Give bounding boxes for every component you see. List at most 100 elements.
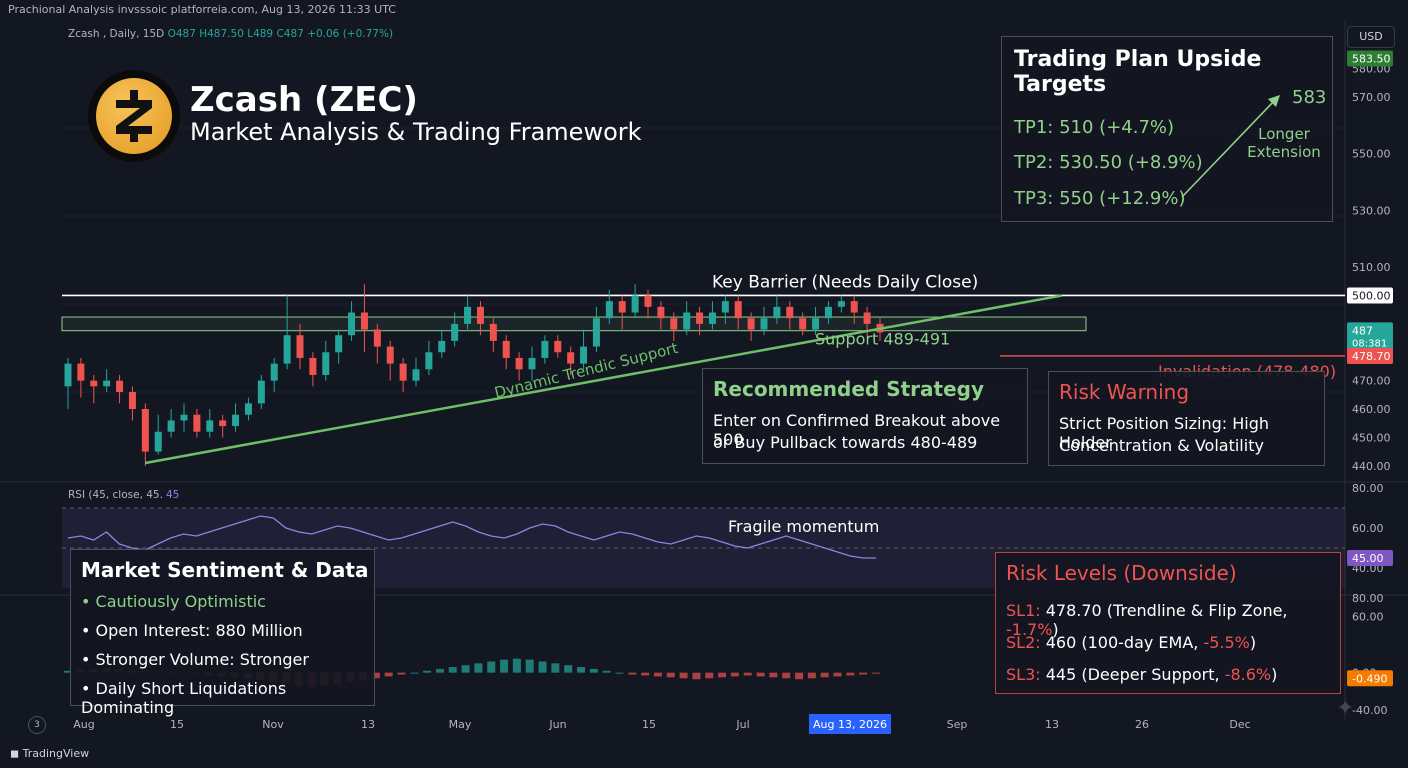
candle-body <box>476 306 484 324</box>
macd-histogram-bar <box>859 672 868 675</box>
candle-body <box>824 306 832 319</box>
candle-body <box>438 340 446 353</box>
candle-body <box>141 409 149 452</box>
candle-body <box>193 414 201 432</box>
page-badge[interactable]: 3 <box>28 716 46 734</box>
x-axis-label: 15 <box>170 718 184 731</box>
macd-histogram-bar <box>718 672 727 678</box>
candle-body <box>257 380 265 404</box>
window-title: Prachional Analysis invsssoic platforrei… <box>0 0 1408 20</box>
x-axis-label: Jul <box>735 718 749 731</box>
sl2-label: SL2: <box>1006 633 1041 652</box>
candle-body <box>618 301 626 313</box>
support-label: Support 489-491 <box>815 330 950 349</box>
candle-body <box>554 340 562 353</box>
sparkle-icon: ✦ <box>1336 696 1355 721</box>
sentiment-item: • Cautiously Optimistic <box>81 592 266 611</box>
candle-body <box>360 312 368 330</box>
candle-body <box>296 335 304 358</box>
y-tick-label: 510.00 <box>1352 261 1391 274</box>
x-axis-label: Aug <box>73 718 94 731</box>
sentiment-title: Market Sentiment & Data <box>81 558 369 582</box>
candle-body <box>502 340 510 358</box>
macd-histogram-bar <box>756 672 765 677</box>
price-badge <box>1347 50 1393 67</box>
y-tick-label: 440.00 <box>1352 460 1391 473</box>
rsi-tick-label: 60.00 <box>1352 522 1384 535</box>
candle-body <box>747 318 755 330</box>
close-value: C487 <box>276 28 304 40</box>
candle-body <box>489 323 497 341</box>
rsi-value-badge <box>1347 550 1393 566</box>
macd-histogram-bar <box>769 672 778 678</box>
candle-body <box>412 369 420 381</box>
x-axis-label: Sep <box>947 718 968 731</box>
macd-histogram-bar <box>628 672 637 675</box>
candle-body <box>786 306 794 319</box>
macd-histogram-bar <box>474 663 483 673</box>
macd-histogram-bar <box>679 672 688 679</box>
candle-body <box>760 318 768 330</box>
rsi-line <box>67 515 876 559</box>
page-subtitle: Market Analysis & Trading Framework <box>190 118 642 146</box>
macd-histogram-bar <box>461 665 470 673</box>
candle-body <box>335 335 343 353</box>
y-tick-label: 530.00 <box>1352 204 1391 217</box>
risk-warning-panel: Risk Warning Strict Position Sizing: Hig… <box>1048 371 1325 466</box>
candle-body <box>464 306 472 324</box>
sentiment-item: • Daily Short Liquidations Dominating <box>81 679 287 717</box>
x-axis-label: 26 <box>1135 718 1149 731</box>
candle-body <box>721 301 729 313</box>
candle-body <box>515 357 523 370</box>
sl3-text: 445 (Deeper Support, <box>1040 665 1225 684</box>
sl3-pct: -8.6% <box>1224 665 1272 684</box>
x-axis-label: May <box>449 718 472 731</box>
macd-histogram-bar <box>705 672 714 679</box>
candle-body <box>154 431 162 452</box>
low-value: L489 <box>247 28 274 40</box>
candle-body <box>425 352 433 370</box>
extension-label: Longer Extension <box>1242 125 1326 161</box>
macd-histogram-bar <box>487 661 496 673</box>
candle-body <box>631 295 639 313</box>
candle-body <box>451 323 459 341</box>
candle-body <box>206 420 214 432</box>
tradingview-brand[interactable]: ◼ TradingView <box>10 747 90 760</box>
strategy-line1: Enter on Confirmed Breakout above 500 <box>713 411 1001 449</box>
macd-histogram-bar <box>551 663 560 673</box>
extension-value: 583 <box>1292 87 1327 108</box>
macd-histogram-bar <box>653 672 662 677</box>
y-tick-label: 460.00 <box>1352 403 1391 416</box>
x-axis-label: 15 <box>642 718 656 731</box>
macd-histogram-bar <box>692 672 701 680</box>
risk-title: Risk Warning <box>1059 380 1190 404</box>
z-glyph-icon <box>116 90 152 142</box>
candle-body <box>283 335 291 364</box>
price-badge-label: 583.50 <box>1352 52 1391 65</box>
candle-body <box>696 312 704 324</box>
sl2-end: ) <box>1249 633 1257 652</box>
candle-body <box>644 295 652 307</box>
sl3-label: SL3: <box>1006 665 1041 684</box>
macd-histogram-bar <box>807 672 816 679</box>
macd-histogram-bar <box>577 667 586 673</box>
ohlc-header: Zcash , Daily, 15D O487 H487.50 L489 C48… <box>68 28 393 40</box>
macd-histogram-bar <box>410 672 419 674</box>
symbol-label: Zcash , Daily, 15D <box>68 28 165 40</box>
key-barrier-label: Key Barrier (Needs Daily Close) <box>712 272 978 292</box>
last-price-badge <box>1347 322 1393 351</box>
macd-histogram-bar <box>820 672 829 678</box>
candle-body <box>799 318 807 330</box>
candle-body <box>592 318 600 347</box>
macd-histogram-bar <box>371 672 380 679</box>
macd-tick-label: 60.00 <box>1352 611 1384 624</box>
currency-button[interactable]: USD <box>1347 26 1395 48</box>
strategy-line2: or Buy Pullback towards 480-489 <box>713 433 978 452</box>
macd-histogram-bar <box>525 659 534 673</box>
last-price-label: 487 <box>1352 324 1373 337</box>
sl1-pct: -1.7% <box>1006 620 1053 639</box>
macd-tick-label: -40.00 <box>1352 704 1387 717</box>
zcash-logo-icon <box>88 70 180 162</box>
x-axis-label: Jun <box>548 718 566 731</box>
fragile-momentum-label: Fragile momentum <box>728 517 879 536</box>
